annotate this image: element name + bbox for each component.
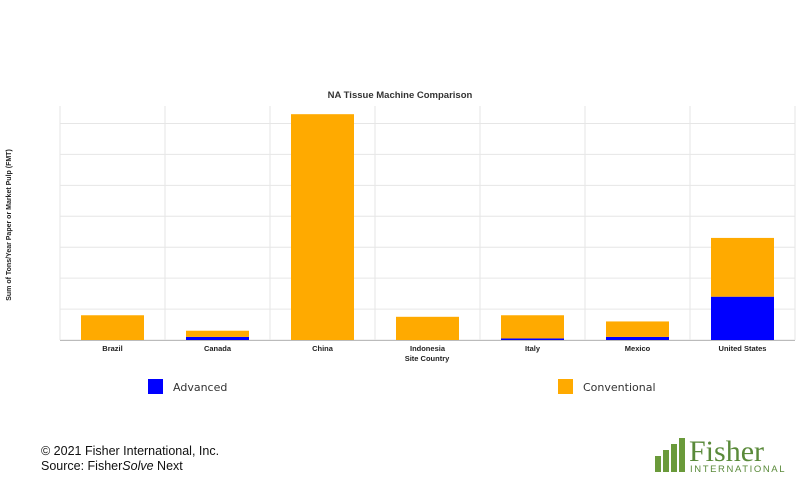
bar-advanced-canada bbox=[186, 336, 249, 340]
x-tick-label: Mexico bbox=[625, 344, 651, 353]
bars bbox=[81, 114, 774, 340]
source-suffix: Next bbox=[153, 459, 183, 473]
x-tick-label: Italy bbox=[525, 344, 541, 353]
x-tick-label: Canada bbox=[204, 344, 232, 353]
fisher-logo: Fisher INTERNATIONAL bbox=[655, 435, 786, 475]
x-tick-label: China bbox=[312, 344, 334, 353]
source-prefix: Source: Fisher bbox=[41, 459, 123, 473]
legend: Advanced Conventional bbox=[148, 379, 656, 394]
x-tick-label: Indonesia bbox=[410, 344, 446, 353]
copyright-text: © 2021 Fisher International, Inc. bbox=[41, 444, 220, 458]
x-tick-label: Brazil bbox=[102, 344, 122, 353]
y-axis-label: Sum of Tons/Year Paper or Market Pulp (F… bbox=[6, 149, 13, 301]
bar-conventional-italy bbox=[501, 315, 564, 339]
x-tick-label: United States bbox=[719, 344, 767, 353]
bar-advanced-united-states bbox=[711, 296, 774, 340]
fisher-logo-icon bbox=[655, 438, 685, 472]
legend-label-advanced: Advanced bbox=[173, 381, 227, 394]
bar-conventional-indonesia bbox=[396, 316, 459, 340]
x-tick-labels: Brazil Canada China Indonesia Italy Mexico Uni… bbox=[102, 344, 766, 353]
legend-swatch-advanced bbox=[148, 379, 163, 394]
bar-conventional-china bbox=[291, 114, 354, 340]
bar-conventional-united-states bbox=[711, 237, 774, 297]
bar-conventional-brazil bbox=[81, 315, 144, 340]
bar-conventional-canada bbox=[186, 330, 249, 337]
logo-name: Fisher bbox=[689, 435, 764, 468]
gridlines bbox=[59, 106, 796, 341]
legend-swatch-conventional bbox=[558, 379, 573, 394]
legend-label-conventional: Conventional bbox=[583, 381, 656, 394]
source-italic: Solve bbox=[122, 459, 154, 473]
bar-advanced-mexico bbox=[606, 336, 669, 340]
logo-tagline: INTERNATIONAL bbox=[690, 464, 786, 475]
x-axis-label: Site Country bbox=[405, 354, 450, 363]
bar-advanced-italy bbox=[501, 338, 564, 340]
chart-title: NA Tissue Machine Comparison bbox=[328, 90, 473, 101]
bar-conventional-mexico bbox=[606, 321, 669, 337]
source-text: Source: FisherSolve Next bbox=[41, 459, 183, 474]
